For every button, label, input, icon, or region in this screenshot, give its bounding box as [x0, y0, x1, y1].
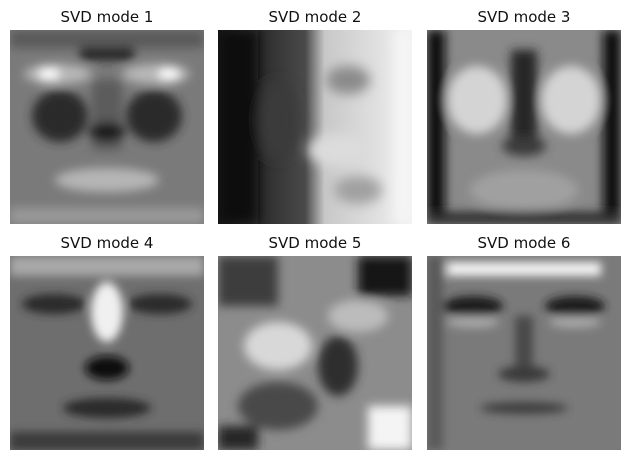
panel-title: SVD mode 5: [268, 234, 362, 252]
svd-mode-6-image: [427, 256, 621, 450]
panel-title: SVD mode 1: [60, 8, 154, 26]
panel-title: SVD mode 2: [268, 8, 362, 26]
panel-title: SVD mode 4: [60, 234, 154, 252]
svd-mode-4-image: [10, 256, 204, 450]
svd-mode-1-image: [10, 30, 204, 224]
svd-mode-2-image: [218, 30, 412, 224]
svd-mode-5-image: [218, 256, 412, 450]
panel-title: SVD mode 3: [477, 8, 571, 26]
svd-mode-3-image: [427, 30, 621, 224]
panel-title: SVD mode 6: [477, 234, 571, 252]
